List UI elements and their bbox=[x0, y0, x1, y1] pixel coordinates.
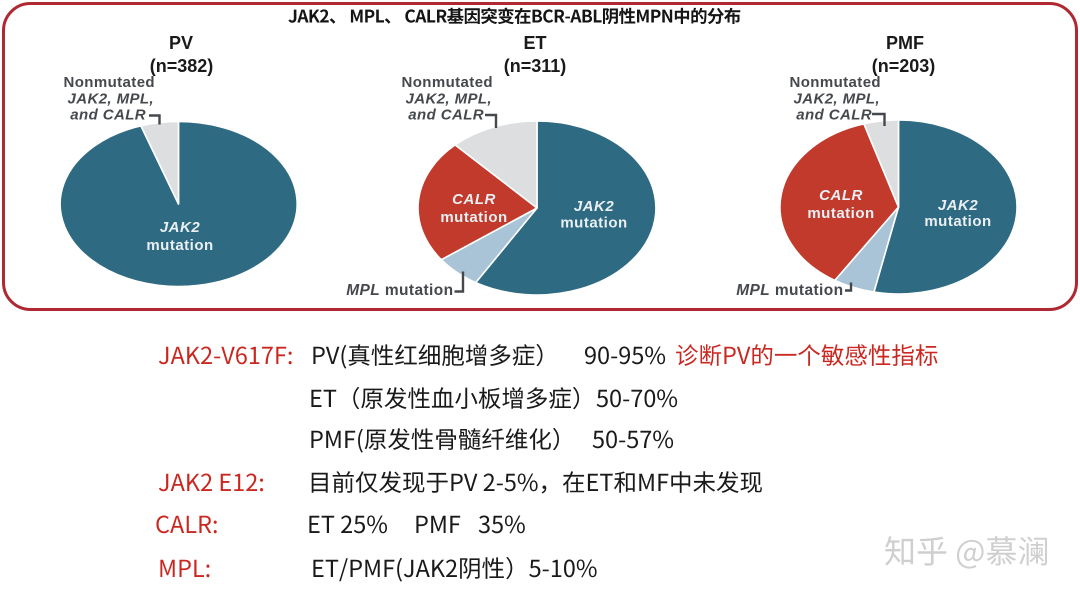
svg-text:and CALR: and CALR bbox=[408, 107, 484, 124]
svg-text:and CALR: and CALR bbox=[796, 107, 872, 124]
svg-text:PMF: PMF bbox=[886, 33, 924, 53]
svg-text:JAK2: JAK2 bbox=[574, 198, 615, 215]
svg-text:and CALR: and CALR bbox=[70, 107, 146, 124]
svg-text:(n=311): (n=311) bbox=[504, 56, 567, 76]
svg-text:mutation: mutation bbox=[560, 215, 627, 232]
svg-text:mutation: mutation bbox=[440, 209, 507, 226]
svg-text:MPL mutation: MPL mutation bbox=[346, 282, 453, 299]
svg-text:Nonmutated: Nonmutated bbox=[402, 74, 494, 91]
svg-text:CALR: CALR bbox=[452, 191, 496, 208]
svg-text:PV: PV bbox=[169, 33, 193, 53]
svg-text:mutation: mutation bbox=[146, 237, 213, 254]
svg-text:ET: ET bbox=[523, 33, 546, 53]
svg-text:JAK2, MPL,: JAK2, MPL, bbox=[793, 91, 880, 108]
svg-text:mutation: mutation bbox=[924, 213, 991, 230]
svg-text:MPL mutation: MPL mutation bbox=[736, 282, 843, 299]
svg-text:JAK2: JAK2 bbox=[938, 197, 979, 214]
svg-text:JAK2: JAK2 bbox=[160, 219, 201, 236]
svg-text:(n=382): (n=382) bbox=[150, 56, 214, 76]
svg-text:mutation: mutation bbox=[807, 205, 874, 222]
svg-text:(n=203): (n=203) bbox=[872, 56, 936, 76]
svg-text:JAK2, MPL,: JAK2, MPL, bbox=[405, 91, 492, 108]
svg-text:CALR: CALR bbox=[819, 187, 863, 204]
svg-text:Nonmutated: Nonmutated bbox=[790, 74, 882, 91]
svg-text:JAK2, MPL,: JAK2, MPL, bbox=[67, 91, 154, 108]
svg-text:Nonmutated: Nonmutated bbox=[64, 74, 156, 91]
